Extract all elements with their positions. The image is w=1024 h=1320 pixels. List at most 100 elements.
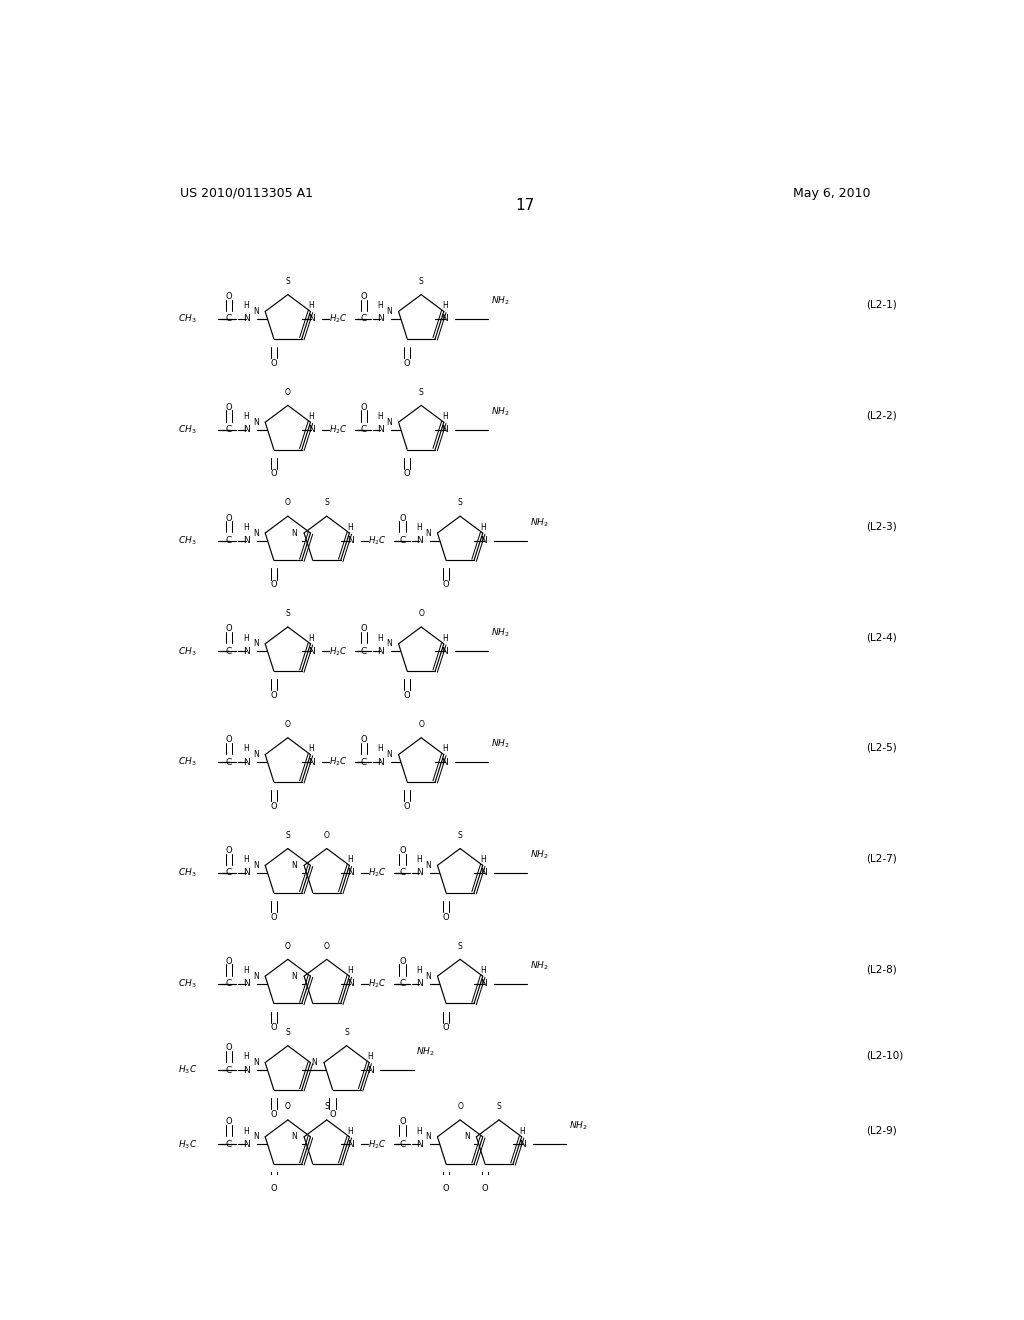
Text: (L2-4): (L2-4) — [866, 632, 897, 642]
Text: H: H — [244, 412, 249, 421]
Text: N: N — [480, 536, 487, 545]
Text: H: H — [441, 412, 447, 421]
Text: N: N — [425, 972, 431, 981]
Text: H: H — [378, 301, 383, 310]
Text: C: C — [225, 425, 231, 434]
Text: O: O — [399, 957, 406, 966]
Text: S: S — [286, 277, 290, 286]
Text: N: N — [386, 308, 392, 315]
Text: H: H — [347, 1126, 353, 1135]
Text: N: N — [308, 758, 314, 767]
Text: N: N — [253, 528, 258, 537]
Text: N: N — [308, 647, 314, 656]
Text: N: N — [347, 979, 353, 989]
Text: N: N — [243, 647, 250, 656]
Text: $NH_2$: $NH_2$ — [529, 849, 549, 861]
Text: S: S — [325, 499, 329, 507]
Text: C: C — [225, 536, 231, 545]
Text: N: N — [416, 979, 423, 989]
Text: N: N — [425, 1133, 431, 1142]
Text: O: O — [457, 1102, 463, 1111]
Text: H: H — [347, 523, 353, 532]
Text: O: O — [270, 470, 278, 478]
Text: N: N — [386, 639, 392, 648]
Text: N: N — [416, 869, 423, 878]
Text: S: S — [286, 1028, 290, 1038]
Text: H: H — [244, 1126, 249, 1135]
Text: N: N — [480, 979, 487, 989]
Text: N: N — [253, 639, 258, 648]
Text: H: H — [417, 966, 422, 975]
Text: US 2010/0113305 A1: US 2010/0113305 A1 — [179, 187, 312, 199]
Text: C: C — [399, 979, 406, 989]
Text: N: N — [386, 750, 392, 759]
Text: O: O — [418, 719, 424, 729]
Text: N: N — [292, 972, 297, 981]
Text: O: O — [225, 513, 232, 523]
Text: O: O — [442, 1184, 450, 1193]
Text: N: N — [292, 528, 297, 537]
Text: May 6, 2010: May 6, 2010 — [793, 187, 870, 199]
Text: H: H — [441, 301, 447, 310]
Text: O: O — [324, 941, 330, 950]
Text: H: H — [308, 301, 314, 310]
Text: H: H — [378, 634, 383, 643]
Text: (L2-7): (L2-7) — [866, 854, 897, 863]
Text: $NH_2$: $NH_2$ — [490, 405, 510, 417]
Text: O: O — [225, 846, 232, 855]
Text: N: N — [441, 425, 449, 434]
Text: N: N — [441, 647, 449, 656]
Text: O: O — [481, 1184, 488, 1193]
Text: S: S — [458, 941, 463, 950]
Text: O: O — [225, 624, 232, 634]
Text: H: H — [308, 412, 314, 421]
Text: N: N — [464, 1133, 470, 1142]
Text: $CH_3$: $CH_3$ — [178, 867, 197, 879]
Text: H: H — [244, 966, 249, 975]
Text: C: C — [360, 647, 367, 656]
Text: N: N — [311, 1059, 317, 1067]
Text: C: C — [225, 1139, 231, 1148]
Text: 17: 17 — [515, 198, 535, 213]
Text: O: O — [324, 830, 330, 840]
Text: $NH_2$: $NH_2$ — [490, 738, 510, 750]
Text: H: H — [519, 1126, 525, 1135]
Text: O: O — [225, 292, 232, 301]
Text: N: N — [386, 417, 392, 426]
Text: O: O — [270, 1023, 278, 1032]
Text: $NH_2$: $NH_2$ — [568, 1119, 588, 1133]
Text: O: O — [360, 292, 367, 301]
Text: H: H — [347, 855, 353, 865]
Text: O: O — [442, 581, 450, 589]
Text: H: H — [417, 855, 422, 865]
Text: $H_2C$: $H_2C$ — [329, 756, 347, 768]
Text: O: O — [285, 941, 291, 950]
Text: N: N — [519, 1139, 526, 1148]
Text: O: O — [403, 470, 411, 478]
Text: O: O — [360, 624, 367, 634]
Text: O: O — [403, 690, 411, 700]
Text: N: N — [347, 869, 353, 878]
Text: O: O — [225, 957, 232, 966]
Text: $CH_3$: $CH_3$ — [178, 424, 197, 436]
Text: $H_2C$: $H_2C$ — [329, 424, 347, 436]
Text: N: N — [243, 869, 250, 878]
Text: H: H — [417, 1126, 422, 1135]
Text: N: N — [377, 647, 384, 656]
Text: H: H — [480, 523, 486, 532]
Text: O: O — [225, 1118, 232, 1126]
Text: H: H — [368, 1052, 373, 1061]
Text: O: O — [442, 912, 450, 921]
Text: C: C — [225, 869, 231, 878]
Text: C: C — [360, 425, 367, 434]
Text: C: C — [225, 1065, 231, 1074]
Text: O: O — [330, 1110, 336, 1119]
Text: O: O — [403, 359, 411, 367]
Text: N: N — [253, 308, 258, 315]
Text: C: C — [225, 979, 231, 989]
Text: (L2-2): (L2-2) — [866, 411, 897, 421]
Text: S: S — [458, 830, 463, 840]
Text: O: O — [285, 388, 291, 397]
Text: (L2-5): (L2-5) — [866, 743, 897, 752]
Text: H: H — [378, 744, 383, 754]
